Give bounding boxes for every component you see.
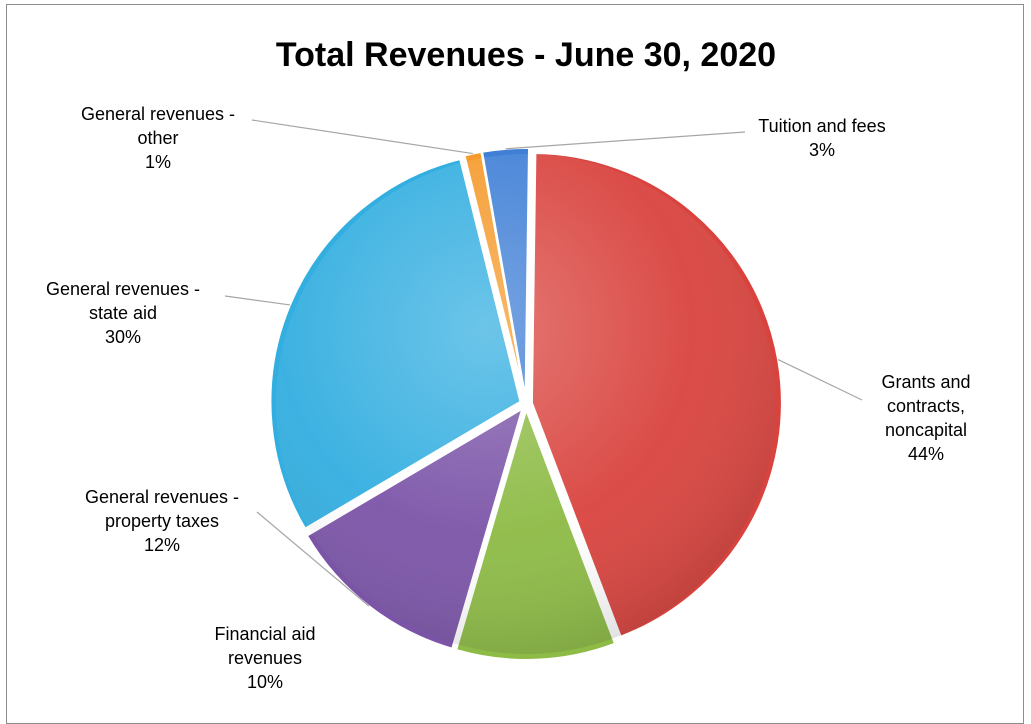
slice-category-label: General revenues - [81,104,235,124]
slice-percent-label: 30% [105,327,141,347]
slice-category-label: other [137,128,178,148]
slice-category-label: contracts, [887,396,965,416]
leader-line-4 [256,511,370,607]
leader-line-2 [777,359,863,401]
slice-category-label: Grants and [881,372,970,392]
slice-percent-label: 44% [908,444,944,464]
leader-line-6 [251,119,473,155]
slice-category-label: revenues [228,648,302,668]
chart-title: Total Revenues - June 30, 2020 [276,36,776,74]
leader-line-5 [224,295,291,306]
slice-label-2: Grants and contracts, noncapital 44% [881,372,970,464]
pie-slices [269,147,783,661]
slice-category-label: General revenues - [85,487,239,507]
slice-label-5: General revenues - state aid 30% [46,279,200,347]
leader-line-1 [505,131,746,150]
slice-percent-label: 3% [809,140,835,160]
slice-label-6: General revenues - other 1% [81,104,235,172]
slice-label-1: Tuition and fees 3% [758,116,885,160]
slice-percent-label: 10% [247,672,283,692]
slice-label-4: General revenues - property taxes 12% [85,487,239,555]
slice-category-label: noncapital [885,420,967,440]
slice-percent-label: 12% [144,535,180,555]
slice-category-label: General revenues - [46,279,200,299]
slice-labels: Tuition and fees 3% Grants and contracts, no… [46,104,971,692]
slice-category-label: state aid [89,303,157,323]
slice-label-3: Financial aid revenues 10% [214,624,315,692]
slice-percent-label: 1% [145,152,171,172]
slice-category-label: Tuition and fees [758,116,885,136]
slice-category-label: Financial aid [214,624,315,644]
slice-category-label: property taxes [105,511,219,531]
